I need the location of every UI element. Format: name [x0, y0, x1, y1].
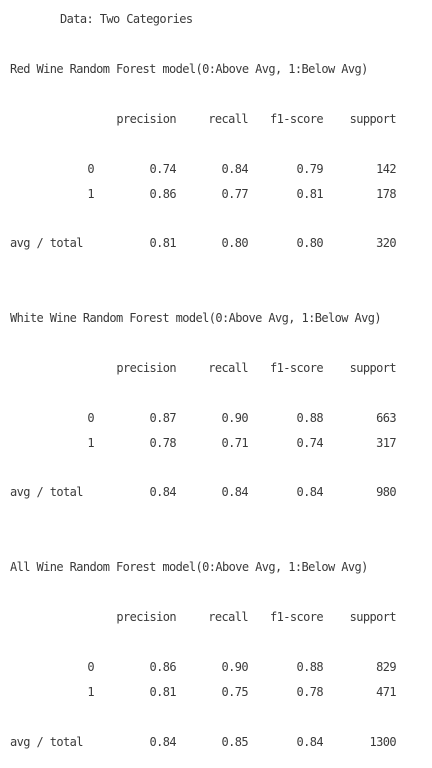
recall-value: 0.77 — [221, 187, 249, 201]
precision-value: 0.87 — [149, 411, 177, 425]
f1-score-value: 0.79 — [296, 162, 324, 176]
row-label: 0 — [87, 411, 94, 425]
column-header-f1-score: f1-score — [270, 361, 324, 375]
precision-value: 0.81 — [149, 236, 177, 250]
column-header-recall: recall — [208, 112, 248, 126]
precision-value: 0.74 — [149, 162, 177, 176]
recall-value: 0.90 — [221, 660, 249, 674]
report-title: Red Wine Random Forest model(0:Above Avg… — [10, 62, 368, 76]
total-label: avg / total — [10, 236, 83, 250]
recall-value: 0.71 — [221, 436, 249, 450]
support-value: 663 — [376, 411, 396, 425]
f1-score-value: 0.74 — [296, 436, 324, 450]
column-header-support: support — [349, 610, 397, 624]
column-header-recall: recall — [208, 361, 248, 375]
recall-value: 0.90 — [221, 411, 249, 425]
row-label: 0 — [87, 660, 94, 674]
report-title: All Wine Random Forest model(0:Above Avg… — [10, 560, 368, 574]
support-value: 142 — [376, 162, 396, 176]
column-header-precision: precision — [116, 112, 176, 126]
f1-score-value: 0.78 — [296, 685, 324, 699]
recall-value: 0.85 — [221, 735, 249, 749]
support-value: 471 — [376, 685, 396, 699]
f1-score-value: 0.88 — [296, 660, 324, 674]
precision-value: 0.84 — [149, 485, 177, 499]
recall-value: 0.80 — [221, 236, 249, 250]
page-heading: Data: Two Categories — [60, 12, 193, 26]
support-value: 829 — [376, 660, 396, 674]
f1-score-value: 0.88 — [296, 411, 324, 425]
row-label: 1 — [87, 436, 94, 450]
precision-value: 0.86 — [149, 187, 177, 201]
row-label: 1 — [87, 187, 94, 201]
column-header-f1-score: f1-score — [270, 610, 324, 624]
f1-score-value: 0.84 — [296, 735, 324, 749]
recall-value: 0.84 — [221, 485, 249, 499]
f1-score-value: 0.80 — [296, 236, 324, 250]
column-header-support: support — [349, 361, 397, 375]
recall-value: 0.75 — [221, 685, 249, 699]
total-label: avg / total — [10, 735, 83, 749]
support-value: 980 — [376, 485, 396, 499]
column-header-recall: recall — [208, 610, 248, 624]
support-value: 1300 — [369, 735, 397, 749]
f1-score-value: 0.81 — [296, 187, 324, 201]
row-label: 0 — [87, 162, 94, 176]
row-label: 1 — [87, 685, 94, 699]
report-title: White Wine Random Forest model(0:Above A… — [10, 311, 382, 325]
support-value: 317 — [376, 436, 396, 450]
recall-value: 0.84 — [221, 162, 249, 176]
column-header-precision: precision — [116, 610, 176, 624]
support-value: 320 — [376, 236, 396, 250]
column-header-support: support — [349, 112, 397, 126]
precision-value: 0.81 — [149, 685, 177, 699]
precision-value: 0.84 — [149, 735, 177, 749]
f1-score-value: 0.84 — [296, 485, 324, 499]
support-value: 178 — [376, 187, 396, 201]
precision-value: 0.78 — [149, 436, 177, 450]
precision-value: 0.86 — [149, 660, 177, 674]
column-header-precision: precision — [116, 361, 176, 375]
column-header-f1-score: f1-score — [270, 112, 324, 126]
total-label: avg / total — [10, 485, 83, 499]
